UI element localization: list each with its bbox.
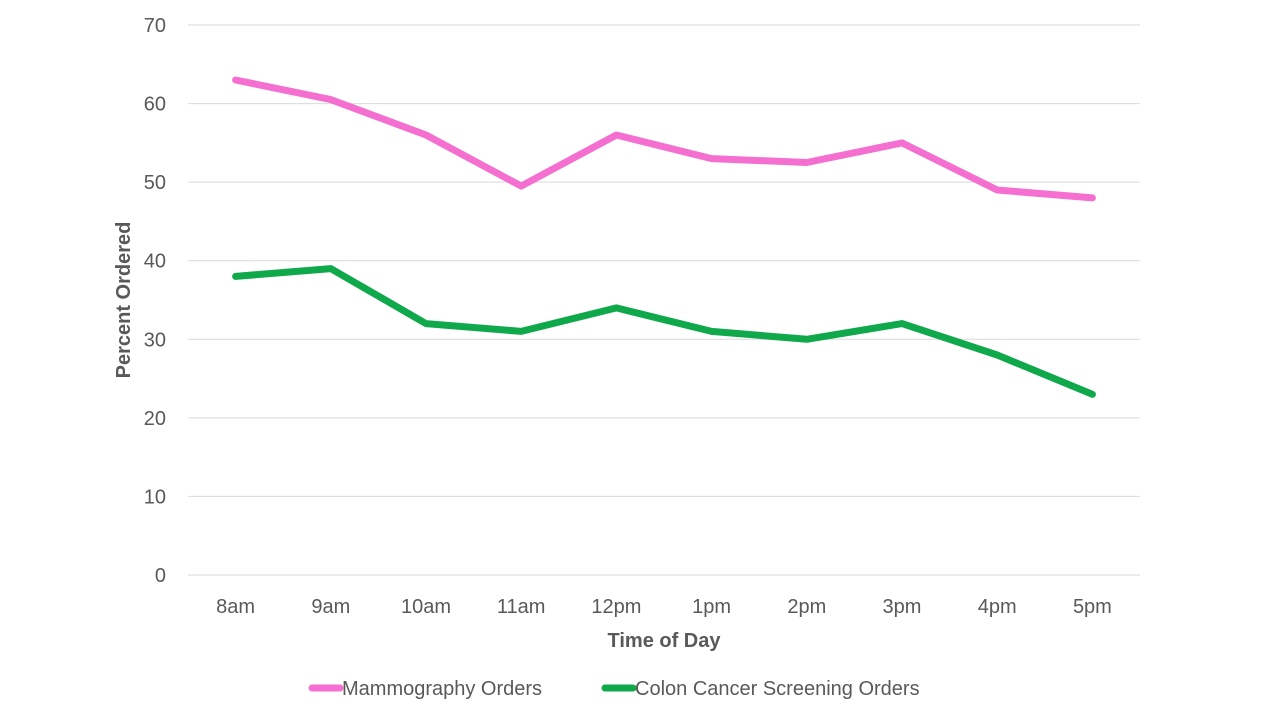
y-tick-label: 0 — [155, 565, 166, 587]
y-axis-ticks: 0 10 20 30 40 50 60 70 — [144, 15, 166, 587]
series-lines — [232, 76, 1096, 398]
x-tick-label: 2pm — [787, 596, 826, 618]
x-tick-label: 9am — [311, 596, 350, 618]
legend-item: Mammography Orders — [308, 678, 542, 700]
y-tick-label: 20 — [144, 408, 166, 430]
x-tick-label: 5pm — [1073, 596, 1112, 618]
legend-item: Colon Cancer Screening Orders — [601, 678, 920, 700]
y-axis-title: Percent Ordered — [113, 222, 135, 379]
x-tick-label: 12pm — [591, 596, 641, 618]
y-tick-label: 40 — [144, 251, 166, 273]
gridlines — [188, 24, 1140, 576]
x-tick-label: 3pm — [883, 596, 922, 618]
y-tick-label: 60 — [144, 94, 166, 116]
x-tick-label: 8am — [216, 596, 255, 618]
x-axis-ticks: 8am 9am 10am 11am 12pm 1pm 2pm 3pm 4pm 5pm — [216, 596, 1112, 618]
x-tick-label: 11am — [497, 596, 546, 618]
legend-label: Colon Cancer Screening Orders — [635, 678, 920, 700]
y-tick-label: 10 — [144, 486, 166, 508]
y-tick-label: 50 — [144, 172, 166, 194]
x-tick-label: 4pm — [978, 596, 1017, 618]
x-tick-label: 10am — [401, 596, 451, 618]
legend: Mammography Orders Colon Cancer Screening… — [308, 678, 920, 700]
legend-label: Mammography Orders — [342, 678, 542, 700]
series-line-mammography — [232, 76, 1096, 202]
y-tick-label: 30 — [144, 329, 166, 351]
x-axis-title: Time of Day — [608, 630, 722, 652]
y-tick-label: 70 — [144, 15, 166, 37]
series-line-colon-cancer-screening — [232, 265, 1096, 398]
x-tick-label: 1pm — [692, 596, 731, 618]
